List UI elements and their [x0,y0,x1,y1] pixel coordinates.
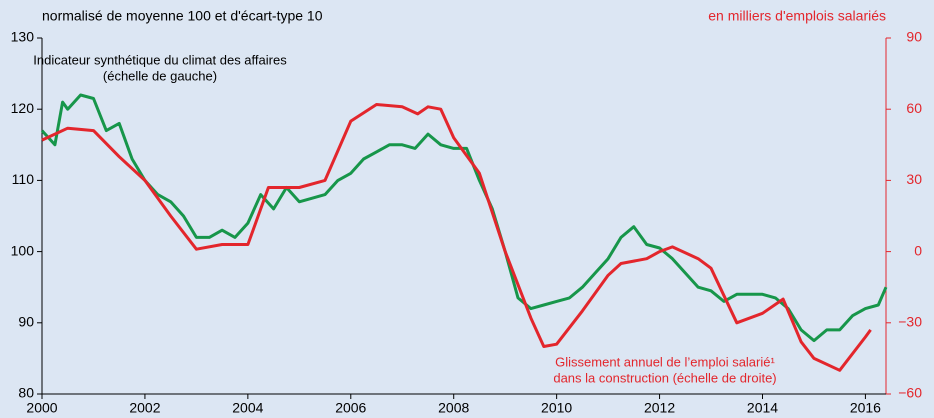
y2-tick-label: −30 [898,314,922,330]
y-tick-label: 110 [12,171,35,187]
x-tick-label: 2014 [747,400,778,416]
x-tick-label: 2004 [232,400,263,416]
x-tick-label: 2012 [644,400,675,416]
y2-tick-label: 90 [906,29,922,45]
annotation: Glissement annuel de l’emploi salarié¹ [555,354,775,369]
x-tick-label: 2002 [129,400,160,416]
y2-tick-label: 0 [914,242,922,258]
y2-tick-label: −60 [898,385,922,401]
series-line [40,93,888,343]
annotation: Indicateur synthétique du climat des aff… [33,52,287,67]
y2-tick-label: 30 [906,171,922,187]
annotation: dans la construction (échelle de droite) [553,370,776,385]
y-tick-label: 100 [11,242,35,258]
y-axis-label: normalisé de moyenne 100 et d'écart-type… [42,8,323,24]
series-line [41,103,872,372]
y2-axis-label: en milliers d'emplois salariés [708,8,886,24]
y-tick-label: 130 [11,29,35,45]
y-tick-label: 90 [18,314,34,330]
y2-tick-label: 60 [906,100,922,116]
y-tick-label: 80 [18,385,34,401]
annotation: (échelle de gauche) [103,68,217,83]
y-tick-label: 120 [11,100,35,116]
x-tick-label: 2000 [26,400,57,416]
x-tick-label: 2010 [541,400,572,416]
x-tick-label: 2016 [850,400,881,416]
x-tick-label: 2006 [335,400,366,416]
x-tick-label: 2008 [438,400,469,416]
